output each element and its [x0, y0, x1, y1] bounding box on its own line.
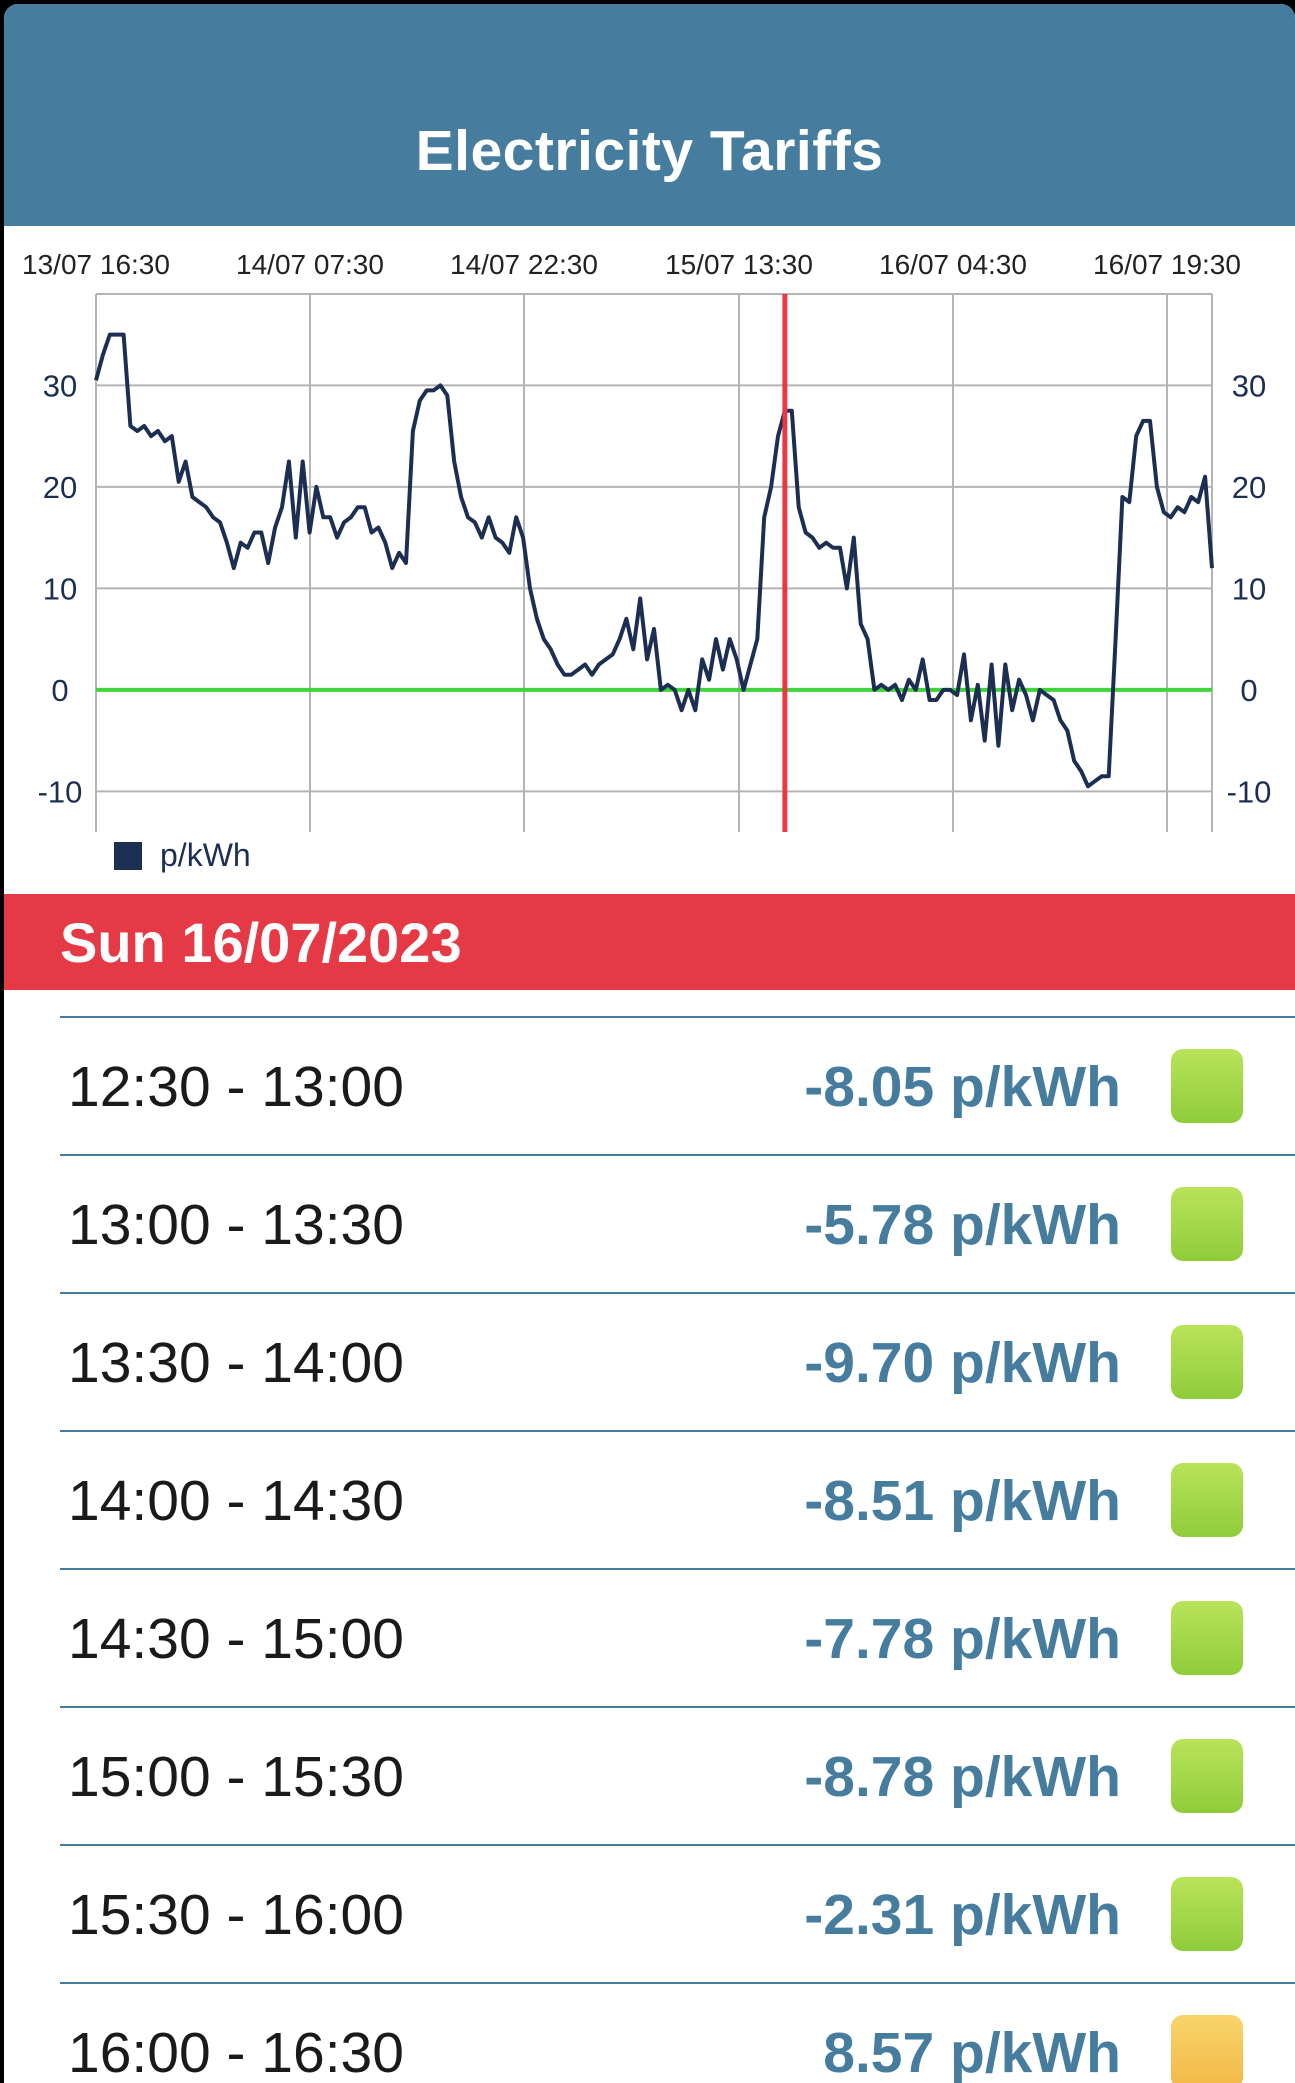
y-tick-label-left: -10 — [38, 774, 83, 809]
tariff-level-indicator — [1171, 1601, 1243, 1675]
x-tick-label: 16/07 04:30 — [879, 249, 1027, 280]
tariff-time: 14:30 - 15:00 — [68, 1607, 404, 1671]
series-line-p-kwh — [94, 332, 1214, 789]
y-tick-label-right: 10 — [1232, 571, 1266, 606]
date-banner: Sun 16/07/2023 — [4, 894, 1295, 990]
tariff-time: 16:00 - 16:30 — [68, 2021, 404, 2083]
tariff-chart-svg: 30 30 20 20 10 10 0 0 -10 -10 13/07 16:30 14/07 07:… — [22, 249, 1272, 873]
app-frame: Electricity Tariffs 30 30 20 20 10 10 0 0 -10 -10… — [4, 4, 1295, 2083]
legend-swatch — [114, 842, 142, 870]
tariff-price: -2.31 p/kWh — [804, 1883, 1121, 1947]
tariff-level-indicator — [1171, 1187, 1243, 1261]
tariff-level-indicator — [1171, 1325, 1243, 1399]
tariff-time: 12:30 - 13:00 — [68, 1055, 404, 1119]
y-tick-label-left: 20 — [43, 470, 77, 505]
tariff-row[interactable]: 12:30 - 13:00 -8.05 p/kWh — [60, 1016, 1295, 1155]
app-header: Electricity Tariffs — [4, 4, 1295, 226]
y-tick-label-left: 10 — [43, 571, 77, 606]
tariff-level-indicator — [1171, 1049, 1243, 1123]
y-tick-label-left: 30 — [43, 368, 77, 403]
tariff-level-indicator — [1171, 1739, 1243, 1813]
tariff-level-indicator — [1171, 1877, 1243, 1951]
tariff-price: -7.78 p/kWh — [804, 1607, 1121, 1671]
x-tick-label: 13/07 16:30 — [22, 249, 170, 280]
tariff-row[interactable]: 16:00 - 16:30 8.57 p/kWh — [60, 1982, 1295, 2083]
y-tick-label-right: -10 — [1227, 774, 1272, 809]
tariff-time: 13:30 - 14:00 — [68, 1331, 404, 1395]
tariff-row[interactable]: 15:30 - 16:00 -2.31 p/kWh — [60, 1844, 1295, 1983]
y-tick-label-right: 30 — [1232, 368, 1266, 403]
date-label: Sun 16/07/2023 — [60, 910, 462, 974]
tariff-price: -8.78 p/kWh — [804, 1745, 1121, 1809]
tariff-row[interactable]: 13:00 - 13:30 -5.78 p/kWh — [60, 1154, 1295, 1293]
tariff-row[interactable]: 14:00 - 14:30 -8.51 p/kWh — [60, 1430, 1295, 1569]
tariff-price: -5.78 p/kWh — [804, 1193, 1121, 1257]
tariff-time: 15:00 - 15:30 — [68, 1745, 404, 1809]
tariff-price: 8.57 p/kWh — [823, 2021, 1121, 2083]
tariff-level-indicator — [1171, 1463, 1243, 1537]
x-tick-label: 14/07 22:30 — [450, 249, 598, 280]
tariff-time: 14:00 - 14:30 — [68, 1469, 404, 1533]
y-tick-label-right: 20 — [1232, 470, 1266, 505]
tariff-price: -8.51 p/kWh — [804, 1469, 1121, 1533]
tariff-row[interactable]: 14:30 - 15:00 -7.78 p/kWh — [60, 1568, 1295, 1707]
tariff-time: 13:00 - 13:30 — [68, 1193, 404, 1257]
tariff-time: 15:30 - 16:00 — [68, 1883, 404, 1947]
y-tick-label-right: 0 — [1240, 673, 1257, 708]
x-tick-label: 16/07 19:30 — [1093, 249, 1241, 280]
x-tick-label: 14/07 07:30 — [236, 249, 384, 280]
tariff-price: -8.05 p/kWh — [804, 1055, 1121, 1119]
page-title: Electricity Tariffs — [415, 119, 884, 183]
tariff-row[interactable]: 13:30 - 14:00 -9.70 p/kWh — [60, 1292, 1295, 1431]
tariff-level-indicator — [1171, 2015, 1243, 2083]
legend-label: p/kWh — [160, 837, 251, 873]
y-tick-label-left: 0 — [51, 673, 68, 708]
tariff-list[interactable]: 12:30 - 13:00 -8.05 p/kWh 13:00 - 13:30 -5.… — [4, 990, 1295, 2083]
tariff-row[interactable]: 15:00 - 15:30 -8.78 p/kWh — [60, 1706, 1295, 1845]
x-tick-label: 15/07 13:30 — [665, 249, 813, 280]
tariff-price: -9.70 p/kWh — [804, 1331, 1121, 1395]
tariff-chart[interactable]: 30 30 20 20 10 10 0 0 -10 -10 13/07 16:30 14/07 07:… — [4, 226, 1295, 894]
